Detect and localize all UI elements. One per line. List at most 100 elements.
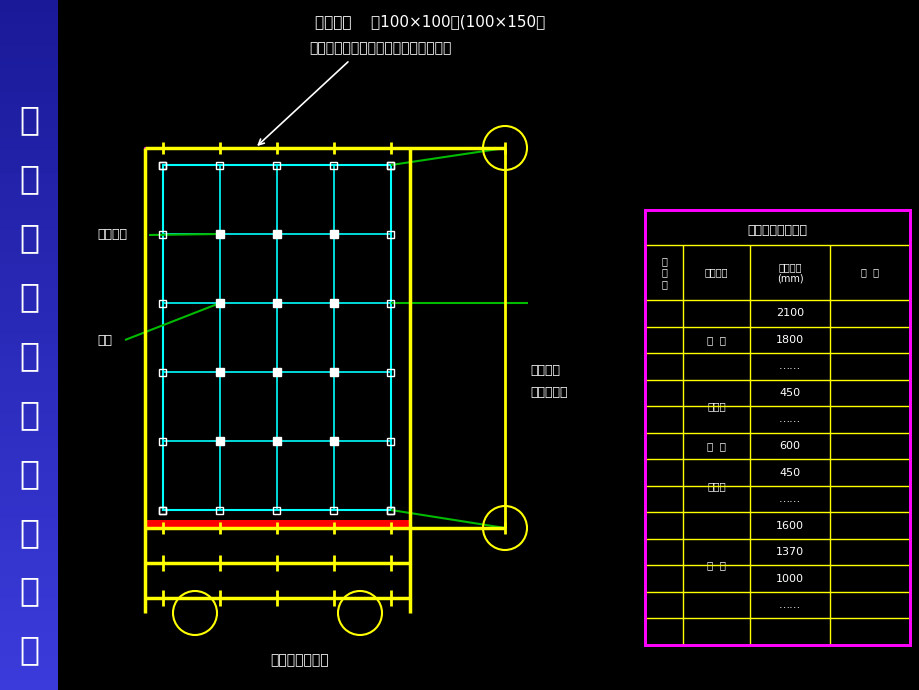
Bar	[330, 506, 337, 513]
Bar	[330, 437, 337, 445]
Bar	[0, 678, 58, 690]
Bar	[273, 230, 280, 238]
Bar	[145, 520, 410, 528]
Bar	[0, 644, 58, 655]
Bar	[0, 495, 58, 506]
Bar	[273, 506, 280, 513]
Text: 1800: 1800	[775, 335, 803, 345]
Bar	[0, 357, 58, 368]
Bar	[0, 460, 58, 471]
Bar	[387, 161, 394, 168]
Bar	[216, 161, 223, 168]
Text: 柱头板直接顶在混凝土楼板或胶合板上: 柱头板直接顶在混凝土楼板或胶合板上	[309, 41, 450, 55]
Bar	[0, 529, 58, 540]
Text: ……: ……	[778, 415, 800, 424]
Text: 施: 施	[19, 280, 39, 313]
Bar	[0, 633, 58, 644]
Bar	[0, 448, 58, 460]
Bar	[0, 333, 58, 345]
Bar	[0, 230, 58, 241]
Text: 托  架: 托 架	[706, 441, 725, 451]
Bar	[387, 437, 394, 444]
Bar	[0, 414, 58, 426]
Text: 中心的距离: 中心的距离	[529, 386, 567, 399]
Bar	[0, 207, 58, 219]
Bar	[163, 165, 391, 510]
Bar	[0, 288, 58, 299]
Bar	[0, 104, 58, 115]
Bar	[0, 81, 58, 92]
Bar	[0, 115, 58, 126]
Text: 模: 模	[19, 398, 39, 431]
Text: 横  杆: 横 杆	[706, 560, 725, 571]
Text: 房
间
号: 房 间 号	[661, 256, 666, 289]
Bar	[0, 276, 58, 288]
Bar	[0, 184, 58, 195]
Bar	[159, 368, 166, 375]
Bar	[387, 506, 394, 513]
Bar	[159, 506, 166, 513]
Text: 简: 简	[19, 515, 39, 549]
Bar	[0, 126, 58, 138]
Text: ……: ……	[778, 494, 800, 504]
Bar	[159, 437, 166, 444]
Bar	[0, 46, 58, 57]
Bar	[0, 656, 58, 667]
Text: 平面格构示意图: 平面格构示意图	[270, 653, 329, 667]
Text: 墙皮距管: 墙皮距管	[529, 364, 560, 377]
Bar	[216, 437, 223, 445]
Text: 范: 范	[19, 162, 39, 195]
Bar	[159, 161, 166, 168]
Bar	[0, 426, 58, 437]
Bar	[0, 483, 58, 495]
Bar	[273, 299, 280, 307]
Bar	[0, 23, 58, 34]
Bar	[0, 598, 58, 609]
Bar	[0, 12, 58, 23]
Bar	[0, 518, 58, 529]
Bar	[0, 92, 58, 104]
Bar	[0, 552, 58, 564]
Bar	[0, 150, 58, 161]
Bar	[0, 564, 58, 575]
Bar	[0, 310, 58, 322]
Text: 化: 化	[19, 221, 39, 255]
Bar	[0, 540, 58, 552]
Bar	[644, 210, 909, 645]
Bar	[0, 0, 58, 12]
Text: 1370: 1370	[775, 547, 803, 557]
Bar	[159, 161, 166, 168]
Text: 600: 600	[778, 441, 800, 451]
Bar	[273, 161, 280, 168]
Text: 各房间材料用量表: 各房间材料用量表	[746, 224, 807, 237]
Bar	[0, 506, 58, 518]
Text: ……: ……	[778, 600, 800, 610]
Text: 1600: 1600	[775, 520, 803, 531]
Bar	[159, 230, 166, 237]
Bar	[0, 34, 58, 46]
Text: 工: 工	[19, 339, 39, 372]
Bar	[159, 299, 166, 306]
Bar	[387, 230, 394, 237]
Text: ……: ……	[778, 362, 800, 371]
Bar	[0, 609, 58, 621]
Text: 三脚架: 三脚架	[707, 481, 725, 491]
Bar	[0, 437, 58, 448]
Bar	[387, 161, 394, 168]
Bar	[0, 345, 58, 357]
Text: 早拆柱头    （100×100）(100×150）: 早拆柱头 （100×100）(100×150）	[314, 14, 545, 30]
Bar	[0, 264, 58, 276]
Bar	[159, 506, 166, 513]
Text: 规: 规	[19, 104, 39, 137]
Bar	[0, 402, 58, 414]
Bar	[0, 322, 58, 333]
Bar	[145, 148, 410, 528]
Bar	[330, 230, 337, 238]
Bar	[0, 299, 58, 310]
Bar	[0, 161, 58, 172]
Text: 产品名称: 产品名称	[704, 268, 728, 277]
Text: 1000: 1000	[775, 573, 803, 584]
Bar	[216, 299, 223, 307]
Bar	[0, 195, 58, 207]
Text: 早拆柱头: 早拆柱头	[96, 228, 127, 242]
